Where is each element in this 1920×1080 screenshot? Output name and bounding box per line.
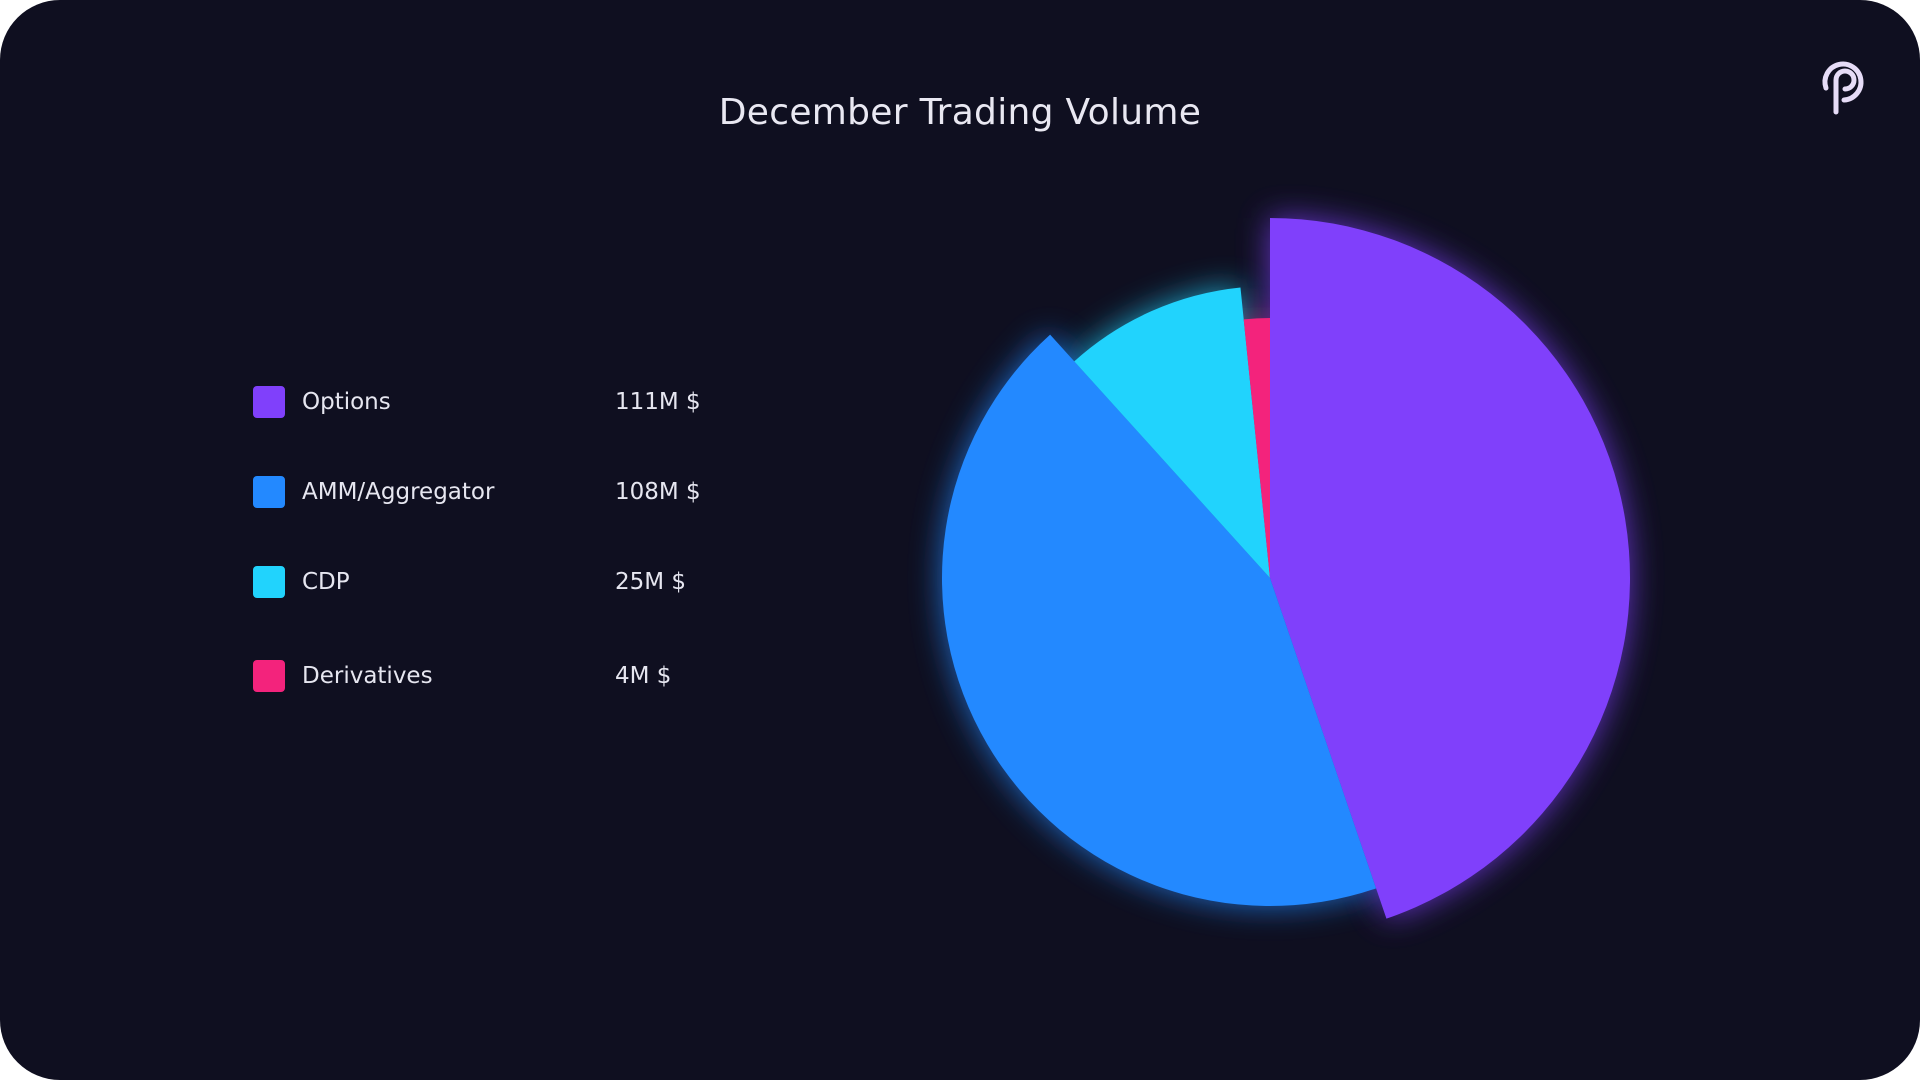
legend-item-amm-aggregator: AMM/Aggregator 108M $ (253, 474, 733, 508)
legend-swatch (253, 386, 285, 418)
legend-label: Derivatives (302, 663, 433, 689)
legend-value: 25M $ (615, 569, 687, 595)
legend-item-derivatives: Derivatives 4M $ (253, 658, 733, 692)
pendle-logo-icon (1822, 61, 1864, 115)
legend-value: 108M $ (615, 479, 701, 505)
pie-slices (941, 218, 1631, 919)
legend-swatch (253, 476, 285, 508)
legend-swatch (253, 660, 285, 692)
pie-slice-options (1270, 218, 1631, 919)
legend-label: CDP (302, 569, 350, 595)
legend-swatch (253, 566, 285, 598)
pie-slice-cdp (1074, 287, 1270, 578)
legend-item-cdp: CDP 25M $ (253, 564, 733, 598)
legend-value: 4M $ (615, 663, 672, 689)
legend-label: Options (302, 389, 391, 415)
pie-slice-derivatives (1243, 318, 1270, 578)
legend-item-options: Options 111M $ (253, 384, 733, 418)
legend-label: AMM/Aggregator (302, 479, 495, 505)
pie-slice-amm-aggregator (941, 334, 1377, 907)
legend-value: 111M $ (615, 389, 701, 415)
chart-title: December Trading Volume (718, 92, 1202, 133)
